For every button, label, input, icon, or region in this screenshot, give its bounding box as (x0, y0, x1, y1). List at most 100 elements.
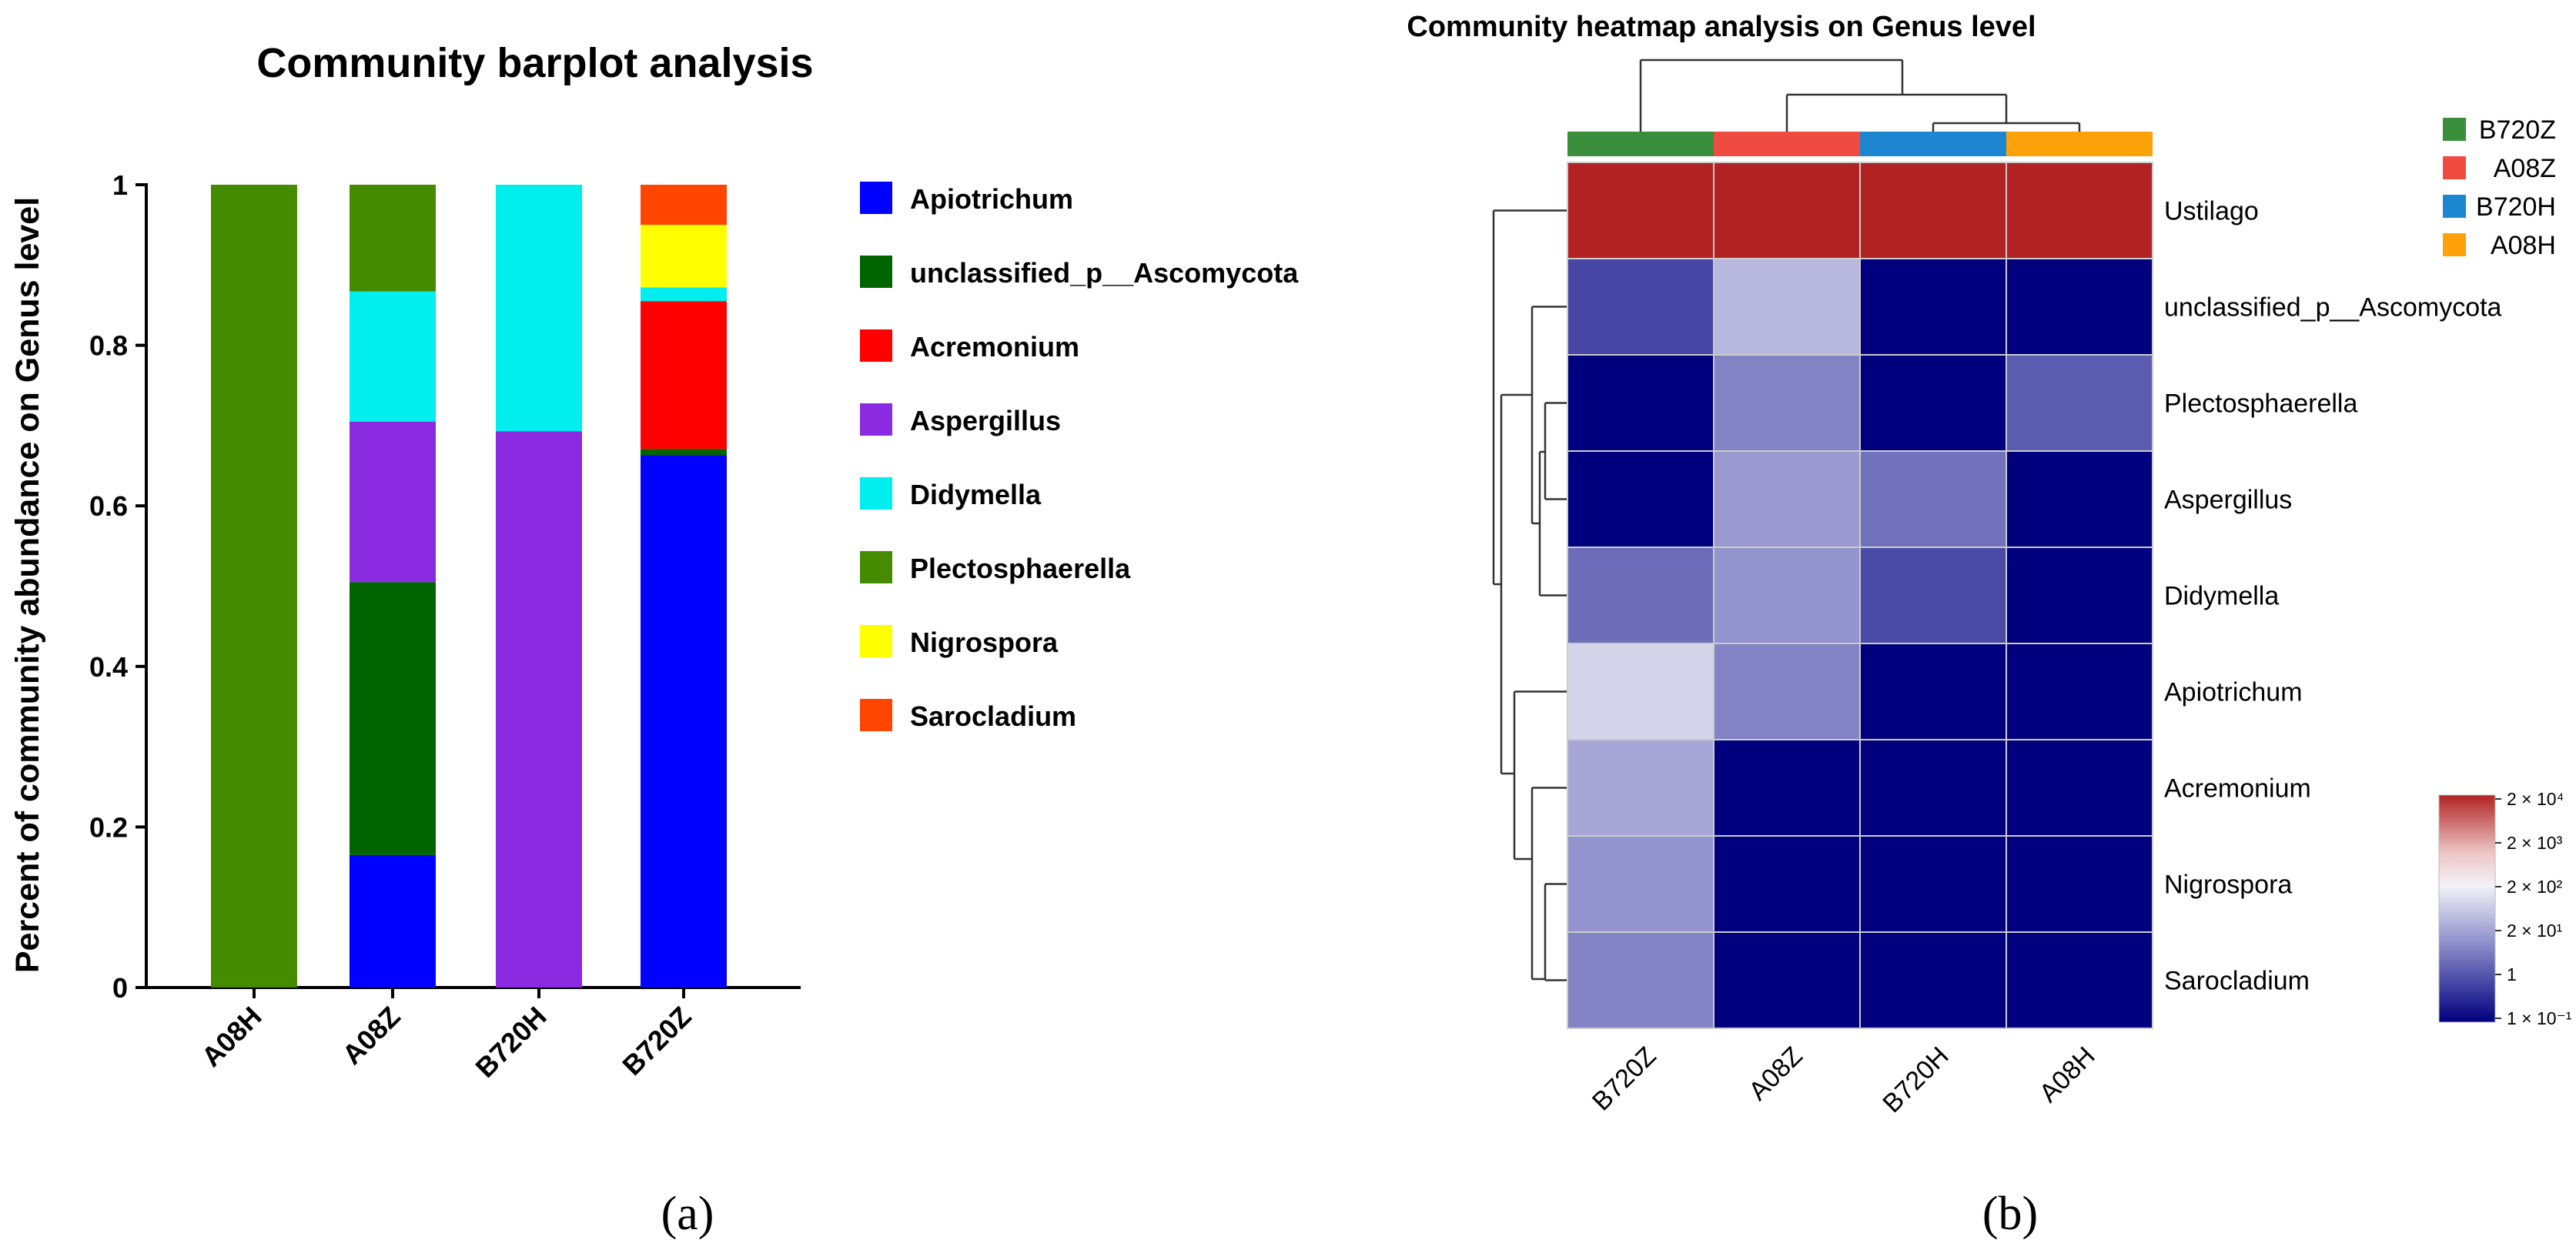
heatmap-group-legend: B720Z A08Z B720H A08H (2443, 115, 2556, 260)
barplot-title: Community barplot analysis (256, 40, 813, 86)
legend-swatch (860, 477, 892, 510)
bar-segment (350, 291, 436, 422)
legend-swatch (860, 329, 892, 362)
colorbar-gradient (2438, 794, 2496, 1023)
row-dendrogram (1492, 209, 1567, 981)
heatmap-cell (1567, 162, 1715, 259)
heatmap-row-label: Nigrospora (2164, 871, 2292, 900)
barplot-x-tick-label: B720H (469, 1001, 552, 1084)
legend-swatch (860, 625, 892, 657)
bar-segment (641, 287, 727, 302)
heatmap-row-label: Didymella (2164, 582, 2279, 611)
legend-label: Nigrospora (910, 627, 1059, 658)
heatmap-cell (1859, 739, 2007, 837)
barplot-y-tick-label: 0.2 (89, 811, 128, 843)
heatmap-cell (1859, 450, 2007, 548)
group-legend-swatch (2443, 233, 2466, 256)
barplot-y-tick-label: 1 (112, 169, 128, 201)
bar-segment (496, 431, 582, 988)
heatmap-cell (2006, 643, 2153, 740)
colorbar-tick-label: 2 × 10³ (2507, 833, 2563, 853)
column-color-segment (1860, 132, 2006, 156)
bar-segment (350, 185, 436, 292)
bar-segment (641, 225, 727, 288)
barplot-y-tick-label: 0.8 (89, 330, 128, 362)
group-legend-label: A08Z (2494, 154, 2556, 183)
heatmap-cell (1713, 450, 1861, 548)
heatmap-cell (2006, 354, 2153, 452)
panel-label-a: (a) (661, 1188, 714, 1240)
heatmap-cell (1567, 354, 1715, 452)
heatmap-colorbar: 2 × 10⁴ 2 × 10³ 2 × 10² 2 × 10¹ 1 1 × 10⁻¹ (2438, 789, 2572, 1028)
legend-label: Aspergillus (910, 405, 1061, 436)
heatmap-cell (1859, 643, 2007, 740)
heatmap-cell (2006, 450, 2153, 548)
legend-swatch (860, 551, 892, 583)
colorbar-tick-label: 2 × 10² (2507, 877, 2563, 897)
heatmap-cell (2006, 546, 2153, 644)
column-color-segment (1714, 132, 1860, 156)
bar-segment (641, 301, 727, 450)
group-legend-swatch (2443, 156, 2466, 179)
legend-swatch (860, 182, 892, 214)
heatmap-cell (1567, 931, 1715, 1029)
heatmap-cell (1713, 643, 1861, 740)
heatmap-cell (1713, 931, 1861, 1029)
heatmap-cell (1859, 546, 2007, 644)
barplot-y-tick-label: 0.6 (89, 490, 128, 522)
heatmap-cell (1713, 354, 1861, 452)
barplot-y-tick-label: 0 (112, 972, 128, 1004)
heatmap-cell (1713, 739, 1861, 837)
group-legend-label: B720Z (2479, 115, 2556, 145)
legend-label: unclassified_p__Ascomycota (910, 257, 1299, 289)
bar-segment (211, 185, 297, 988)
barplot-y-axis-label: Percent of community abundance on Genus … (9, 197, 46, 973)
heatmap-cell (2006, 931, 2153, 1029)
group-legend-label: B720H (2476, 192, 2556, 222)
bar-segment (641, 455, 727, 988)
colorbar-tick-label: 2 × 10¹ (2507, 921, 2563, 941)
heatmap-row-label: Ustilago (2164, 197, 2259, 226)
column-dendrogram (1639, 58, 2081, 132)
column-color-segment (1567, 132, 1714, 156)
bar-segment (350, 582, 436, 855)
colorbar-tick-label: 1 (2507, 964, 2517, 984)
heatmap-row-label: Apiotrichum (2164, 678, 2303, 707)
bar-segment (350, 421, 436, 583)
heatmap-cell (1567, 450, 1715, 548)
heatmap-row-label: Sarocladium (2164, 967, 2310, 996)
heatmap-cell (1713, 162, 1861, 259)
heatmap-row-label: Plectosphaerella (2164, 389, 2357, 419)
heatmap-column-label: A08H (2034, 1041, 2101, 1108)
bar-segment (641, 449, 727, 456)
column-color-segment (2006, 132, 2153, 156)
heatmap-panel: Community heatmap analysis on Genus leve… (1407, 11, 2571, 1240)
barplot-y-tick-label: 0.4 (89, 651, 128, 683)
column-color-bar (1567, 132, 2153, 156)
barplot-x-tick-label: A08H (196, 1001, 268, 1073)
heatmap-title: Community heatmap analysis on Genus leve… (1407, 11, 2036, 43)
heatmap-row-label: unclassified_p__Ascomycota (2164, 293, 2502, 323)
heatmap-row-label: Acremonium (2164, 774, 2311, 804)
heatmap-cell (1567, 258, 1715, 356)
group-legend-label: A08H (2491, 231, 2556, 260)
heatmap-cell (1713, 835, 1861, 933)
heatmap-cells (1567, 162, 2153, 1029)
bar-segment (641, 185, 727, 226)
heatmap-cell (1859, 162, 2007, 259)
heatmap-cell (1567, 739, 1715, 837)
bar-segment (496, 185, 582, 432)
heatmap-cell (1713, 546, 1861, 644)
legend-swatch (860, 256, 892, 288)
heatmap-cell (1859, 258, 2007, 356)
legend-label: Plectosphaerella (910, 553, 1131, 584)
heatmap-cell (1859, 835, 2007, 933)
colorbar-tick-label: 1 × 10⁻¹ (2507, 1008, 2572, 1028)
bar-segment (350, 854, 436, 988)
heatmap-cell (1713, 258, 1861, 356)
heatmap-cell (1567, 643, 1715, 740)
barplot-x-tick-label: A08Z (336, 1001, 406, 1071)
legend-label: Apiotrichum (910, 183, 1073, 215)
heatmap-column-labels: B720Z A08Z B720H A08H (1587, 1041, 2101, 1118)
